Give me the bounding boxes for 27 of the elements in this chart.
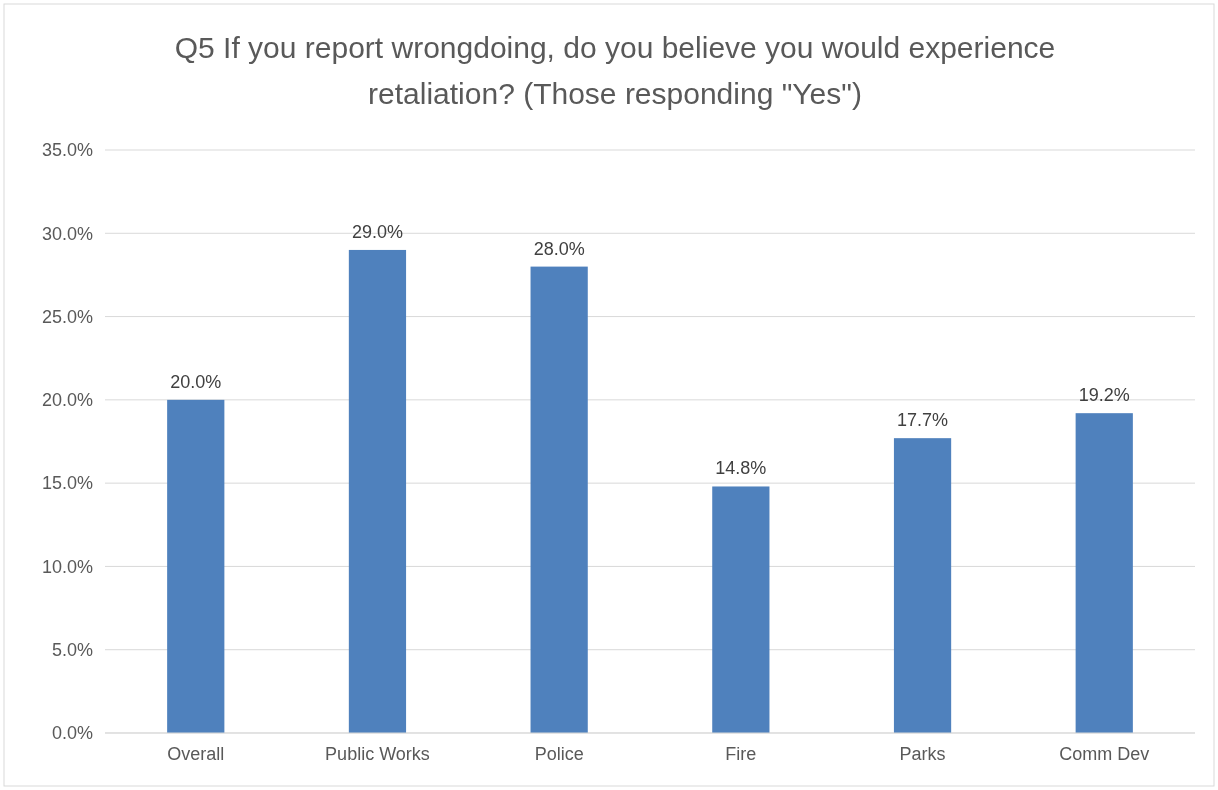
x-tick-label: Overall: [167, 743, 225, 764]
y-tick-label: 10.0%: [41, 556, 93, 577]
y-tick-label: 30.0%: [41, 223, 93, 244]
y-tick-label: 0.0%: [51, 723, 93, 744]
x-tick-label: Public Works: [325, 743, 430, 764]
x-tick-label: Police: [534, 743, 584, 764]
x-tick-label: Parks: [899, 743, 946, 764]
y-tick-label: 5.0%: [51, 639, 93, 660]
bar: [348, 249, 407, 733]
bar: [530, 266, 588, 733]
x-tick-label: Fire: [725, 743, 757, 764]
data-label: 17.7%: [897, 410, 949, 431]
data-label: 19.2%: [1078, 385, 1130, 406]
y-tick-label: 25.0%: [41, 306, 93, 327]
y-tick-label: 35.0%: [41, 140, 93, 161]
data-label: 20.0%: [170, 371, 222, 392]
data-label: 29.0%: [351, 221, 403, 242]
y-tick-label: 20.0%: [41, 390, 93, 411]
y-tick-label: 15.0%: [41, 473, 93, 494]
x-tick-label: Comm Dev: [1059, 743, 1150, 764]
bar: [167, 399, 225, 733]
data-label: 14.8%: [715, 458, 767, 479]
bar: [893, 438, 952, 733]
data-label: 28.0%: [533, 238, 585, 259]
bar: [1075, 413, 1133, 733]
chart-title: Q5 If you report wrongdoing, do you believe you would experience retaliation? (Those responding "Yes"): [174, 31, 1056, 110]
bar: [712, 486, 770, 733]
